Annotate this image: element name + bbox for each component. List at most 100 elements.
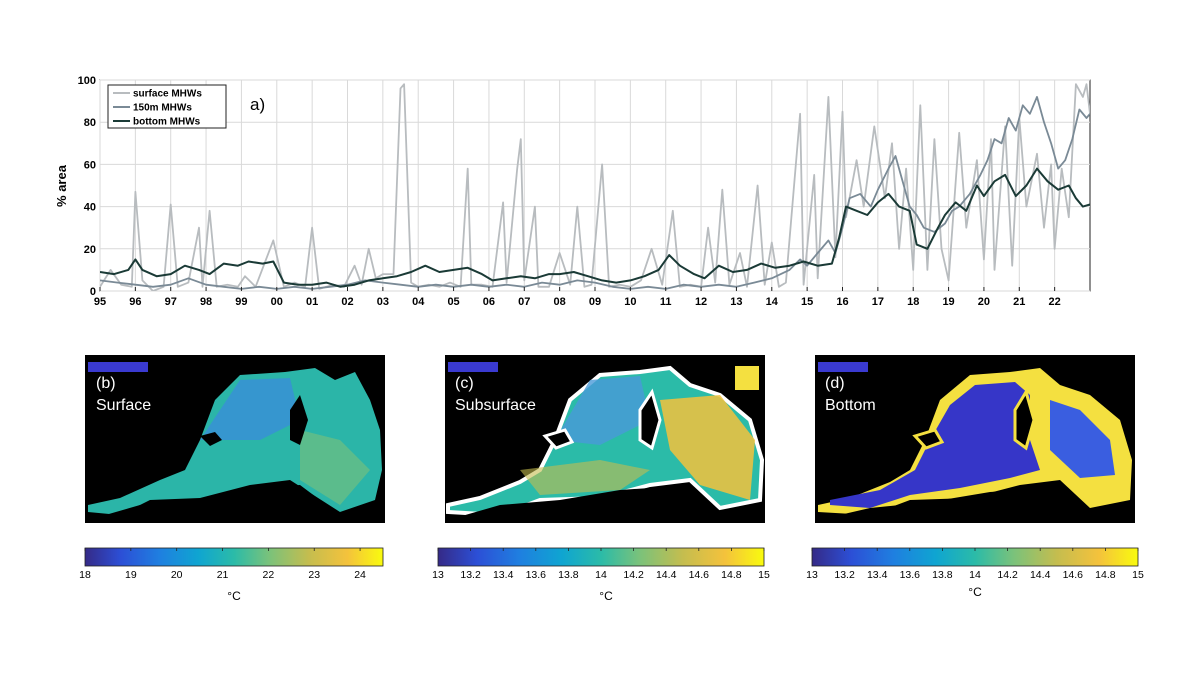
colorbar-tick-label: 14 bbox=[595, 569, 607, 581]
sea-north-west bbox=[200, 378, 300, 440]
x-tick-label: 01 bbox=[306, 296, 318, 308]
colorbar-tick-label: 23 bbox=[308, 569, 320, 581]
x-tick-label: 09 bbox=[589, 296, 601, 308]
x-tick-label: 10 bbox=[624, 296, 636, 308]
grid bbox=[99, 79, 1090, 292]
island-corsica-sardinia bbox=[638, 388, 662, 451]
x-tick-label: 05 bbox=[447, 296, 459, 308]
colorbar-tick-label: 20 bbox=[171, 569, 183, 581]
colorbar-tick-label: 13.6 bbox=[526, 569, 547, 581]
x-tick-label: 07 bbox=[518, 296, 530, 308]
x-tick-label: 15 bbox=[801, 296, 813, 308]
x-tick-label: 12 bbox=[695, 296, 707, 308]
x-tick-label: 16 bbox=[836, 296, 848, 308]
colorbar-tick-label: 13.6 bbox=[900, 569, 921, 581]
x-tick-label: 14 bbox=[766, 296, 779, 308]
panel-b-label: (b) bbox=[96, 375, 116, 392]
x-tick-label: 20 bbox=[978, 296, 990, 308]
island-corsica-sardinia bbox=[290, 395, 308, 445]
x-tick-label: 99 bbox=[235, 296, 247, 308]
panel-c-name: Subsurface bbox=[455, 397, 536, 414]
x-tick-label: 98 bbox=[200, 296, 212, 308]
panel-b-surface-map: (b) Surface 18 19 20 21 22 23 24 °C bbox=[79, 355, 385, 603]
y-tick-label: 0 bbox=[90, 286, 96, 298]
map-north-patch bbox=[88, 362, 148, 372]
colorbar-b bbox=[84, 547, 384, 567]
series-line-surface bbox=[100, 83, 1090, 291]
x-tick-label: 00 bbox=[271, 296, 283, 308]
panel-d-label: (d) bbox=[825, 375, 845, 392]
island-balearic bbox=[912, 428, 945, 450]
panel-a-line-chart: 0 20 40 60 80 100 95 96 97 98 99 00 01 02 03 04 05 06 07 0… bbox=[54, 75, 1091, 308]
legend-label-bottom: bottom MHWs bbox=[133, 117, 201, 128]
panel-d-name: Bottom bbox=[825, 397, 876, 414]
island-balearic bbox=[200, 432, 222, 446]
x-tick-label: 08 bbox=[554, 296, 566, 308]
x-tick-label: 06 bbox=[483, 296, 495, 308]
x-tick-label: 96 bbox=[129, 296, 141, 308]
series-line-150m bbox=[100, 96, 1090, 290]
panel-b-name: Surface bbox=[96, 397, 151, 414]
x-tick-label: 18 bbox=[907, 296, 919, 308]
colorbar-tick-label: 14.4 bbox=[1030, 569, 1051, 581]
legend-label-150m: 150m MHWs bbox=[133, 103, 192, 114]
y-tick-labels: 0 20 40 60 80 100 bbox=[78, 75, 96, 298]
colorbar-tick-label: 19 bbox=[125, 569, 137, 581]
colorbar-tick-label: 14.2 bbox=[623, 569, 644, 581]
colorbar-tick-label: 15 bbox=[1132, 569, 1144, 581]
map-north-patch bbox=[818, 362, 868, 372]
colorbar-tick-label: 13.8 bbox=[932, 569, 953, 581]
x-tick-label: 17 bbox=[872, 296, 884, 308]
legend: surface MHWs 150m MHWs bottom MHWs bbox=[107, 84, 227, 129]
colorbar-tick-label: 24 bbox=[354, 569, 366, 581]
island-balearic bbox=[542, 428, 575, 450]
panel-a-label: a) bbox=[250, 95, 265, 114]
colorbar-tick-label: 13.2 bbox=[460, 569, 481, 581]
x-tick-label: 03 bbox=[377, 296, 389, 308]
colorbar-tick-label: 22 bbox=[263, 569, 275, 581]
colorbar-tick-label: 13 bbox=[432, 569, 444, 581]
colorbar-d-ticks: 13 13.2 13.4 13.6 13.8 14 14.2 14.4 14.6 14.8 15 bbox=[806, 548, 1144, 581]
africa-coast bbox=[815, 488, 1135, 523]
x-tick-label: 95 bbox=[94, 296, 106, 308]
series-lines bbox=[100, 83, 1090, 291]
y-tick-label: 40 bbox=[84, 202, 96, 214]
adriatic-patch bbox=[735, 366, 759, 390]
y-tick-label: 20 bbox=[84, 244, 96, 256]
x-tick-labels: 95 96 97 98 99 00 01 02 03 04 05 06 07 08 09 10 11 12 13 14… bbox=[94, 287, 1061, 308]
y-tick-label: 60 bbox=[84, 159, 96, 171]
colorbar-tick-label: 14.8 bbox=[721, 569, 742, 581]
sea-south-east bbox=[300, 430, 370, 505]
x-tick-label: 22 bbox=[1049, 296, 1061, 308]
sea-south-east bbox=[660, 395, 755, 500]
colorbar-c-unit: °C bbox=[599, 589, 613, 603]
x-tick-label: 19 bbox=[942, 296, 954, 308]
y-axis-label: % area bbox=[54, 164, 69, 207]
colorbar-tick-label: 18 bbox=[79, 569, 91, 581]
sea-north-west bbox=[555, 376, 650, 445]
colorbar-b-unit: °C bbox=[227, 589, 241, 603]
colorbar-tick-label: 14 bbox=[969, 569, 981, 581]
colorbar-tick-label: 14.6 bbox=[689, 569, 710, 581]
panel-d-bottom-map: (d) Bottom 13 13.2 13.4 13.6 13.8 14 14.2 14.4 1… bbox=[806, 355, 1144, 599]
panel-c-label: (c) bbox=[455, 375, 474, 392]
x-tick-label: 97 bbox=[165, 296, 177, 308]
map-north-patch bbox=[448, 362, 498, 372]
y-tick-label: 80 bbox=[84, 117, 96, 129]
sea-tyrrhenian bbox=[1050, 400, 1115, 478]
colorbar-tick-label: 14.8 bbox=[1095, 569, 1116, 581]
colorbar-tick-label: 13.4 bbox=[867, 569, 888, 581]
colorbar-tick-label: 15 bbox=[758, 569, 770, 581]
island-corsica-sardinia bbox=[1013, 388, 1036, 451]
colorbar-tick-label: 14.6 bbox=[1063, 569, 1084, 581]
colorbar-c-ticks: 13 13.2 13.4 13.6 13.8 14 14.2 14.4 14.6 14.8 15 bbox=[432, 548, 770, 581]
legend-label-surface: surface MHWs bbox=[133, 89, 202, 100]
sea-south-mid bbox=[520, 460, 650, 495]
colorbar-b-ticks: 18 19 20 21 22 23 24 bbox=[79, 548, 366, 581]
x-tick-label: 13 bbox=[730, 296, 742, 308]
colorbar-tick-label: 13.2 bbox=[834, 569, 855, 581]
colorbar-d-unit: °C bbox=[968, 585, 982, 599]
y-tick-label: 100 bbox=[78, 75, 96, 87]
colorbar-tick-label: 13 bbox=[806, 569, 818, 581]
